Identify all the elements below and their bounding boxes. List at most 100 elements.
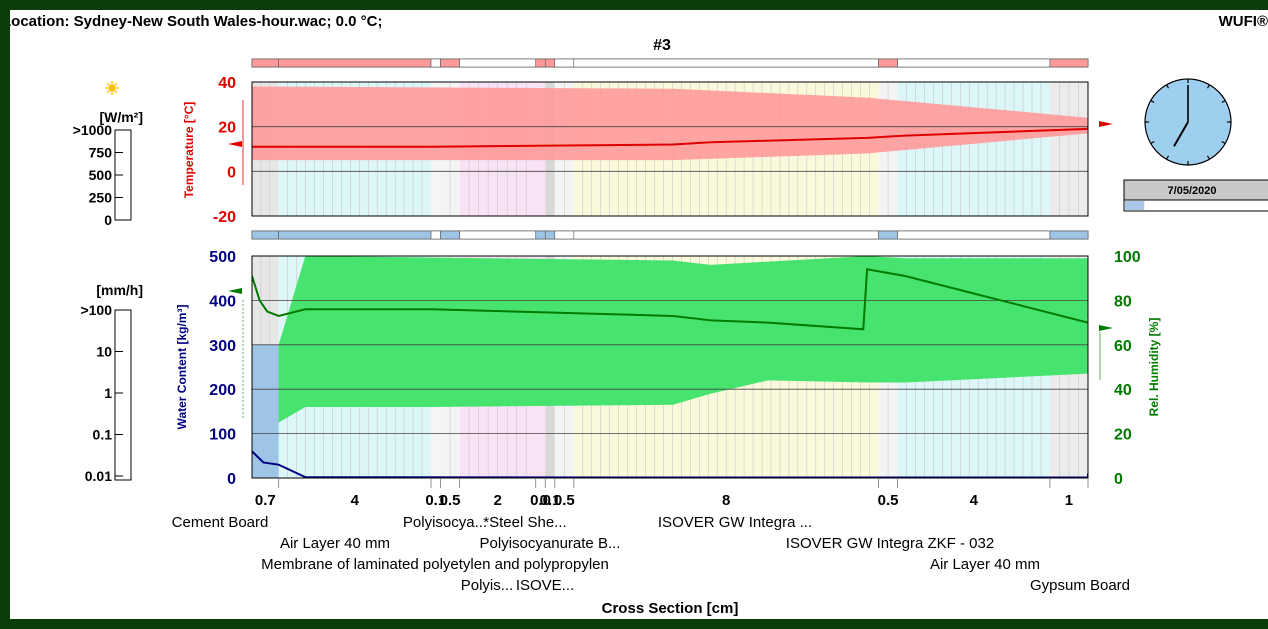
layer-thickness-label: 0.1: [425, 492, 446, 509]
strip-segment: [573, 58, 879, 68]
temperature-tick-label: -20: [213, 209, 236, 226]
clock-tick: [1165, 155, 1170, 160]
rain-unit: [mm/h]: [96, 282, 143, 298]
layer-labels: Cement Board Polyisocya...*Steel She... IS…: [172, 514, 1130, 594]
water-content-range-fill: [252, 344, 279, 478]
temperature-range-band: [252, 86, 1088, 161]
layer-thickness-label: 0.7: [255, 492, 276, 509]
strip-segment: [535, 230, 546, 240]
rel-humidity-current-line: [252, 268, 1088, 331]
sun-icon: [105, 81, 119, 95]
clock-tick: [1150, 99, 1155, 104]
layer-name-label: Polyisocyanurate B...: [480, 535, 621, 552]
rel-humidity-tick-label: 100: [1114, 249, 1141, 266]
layer-strip-moisture: [251, 230, 1089, 240]
radiation-tick-label: >1000: [73, 122, 113, 138]
clock-tick: [1206, 155, 1211, 160]
strip-segment: [251, 230, 279, 240]
water-content-tick-label: 300: [209, 338, 236, 355]
strip-segment: [878, 58, 898, 68]
cross-section-axis-label: Cross Section [cm]: [602, 600, 739, 617]
rel-humidity-tick-label: 60: [1114, 338, 1132, 355]
layer-thickness-label: 0.0: [530, 492, 551, 509]
layer-thickness-label: 0.5: [440, 492, 461, 509]
temperature-tick-label: 0: [227, 164, 236, 181]
rel-humidity-boundary-arrow-right: [1099, 325, 1113, 331]
radiation-tick-label: 500: [89, 167, 113, 183]
location-title: Location: Sydney-New South Wales-hour.wa…: [10, 13, 383, 30]
rain-bar: [114, 309, 132, 481]
temperature-tick-label: 40: [218, 75, 236, 92]
strip-segment: [430, 58, 441, 68]
radiation-tick-label: 0: [104, 212, 112, 228]
wufi-film-canvas: Location: Sydney-New South Wales-hour.wa…: [10, 10, 1268, 619]
moisture-frame: [251, 255, 1089, 479]
layer-name-label: Air Layer 40 mm: [930, 556, 1040, 573]
radiation-unit: [W/m²]: [99, 109, 143, 125]
strip-segment: [440, 230, 460, 240]
layer-name-label: ISOVER GW Integra ...: [658, 514, 812, 531]
temperature-axis: 40 20 0 -20: [213, 75, 1113, 226]
water-content-axis: 500 400 300 200 100 0: [209, 249, 244, 488]
rain-tick-label: 0.1: [93, 427, 113, 443]
strip-segment: [878, 230, 898, 240]
layer-thickness-label: 0.5: [554, 492, 575, 509]
layer-name-label: Polyisocya...: [403, 514, 487, 531]
water-content-tick-label: 200: [209, 382, 236, 399]
strip-segment: [554, 58, 575, 68]
layer-name-label: Polyis...: [461, 577, 514, 594]
strip-segment: [897, 230, 1051, 240]
strip-segment: [459, 58, 537, 68]
rain-tick-label: >100: [80, 302, 112, 318]
strip-segment: [535, 58, 546, 68]
layer-thickness-label: 1: [1065, 492, 1073, 509]
rel-humidity-axis: 100 80 60 40 20 0: [1099, 249, 1141, 488]
layer-thickness-label: 8: [722, 492, 730, 509]
strip-segment: [573, 230, 879, 240]
rain-ticks: >100 10 1 0.1 0.01: [80, 302, 123, 484]
layer-name-label: ISOVER GW Integra ZKF - 032: [786, 535, 994, 552]
rain-tick-label: 1: [104, 385, 112, 401]
temperature-frame: [251, 81, 1089, 217]
temperature-plot: [252, 82, 1088, 216]
water-content-tick-label: 0: [227, 471, 236, 488]
moisture-plot: [252, 256, 1088, 478]
strip-segment: [278, 58, 432, 68]
strip-segment: [1049, 58, 1089, 68]
clock-tick: [1150, 140, 1155, 145]
water-content-tick-label: 400: [209, 293, 236, 310]
temperature-tick-label: 20: [218, 120, 236, 137]
strip-segment: [554, 230, 575, 240]
rel-humidity-tick-label: 80: [1114, 293, 1132, 310]
temperature-boundary-arrow-left: [228, 141, 242, 147]
water-content-tick-label: 100: [209, 427, 236, 444]
strip-segment: [1049, 230, 1089, 240]
strip-segment: [430, 230, 441, 240]
strip-segment: [897, 58, 1051, 68]
wufi-film-plot: Location: Sydney-New South Wales-hour.wa…: [10, 13, 1268, 617]
cross-section-ticks: 0.7 4 0.10.5 2 0.00.10.5 8 0.5 4 1: [255, 478, 1089, 509]
water-content-line: [252, 450, 1088, 478]
layer-name-label: Membrane of laminated polyetylen and pol…: [261, 556, 609, 573]
layer-thickness-label: 0.1: [540, 492, 561, 509]
strip-segment: [544, 58, 556, 68]
radiation-tick-label: 250: [89, 190, 113, 206]
layer-strip-temperature: [251, 58, 1089, 68]
layer-name-label: ISOVE...: [516, 577, 574, 594]
clock-tick: [1206, 84, 1211, 89]
date-label: 7/05/2020: [1168, 185, 1217, 197]
rel-humidity-axis-label: Rel. Humidity [%]: [1147, 318, 1161, 417]
rel-humidity-tick-label: 40: [1114, 382, 1132, 399]
layer-name-label: *Steel She...: [483, 514, 566, 531]
layer-thickness-label: 2: [493, 492, 501, 509]
water-content-tick-label: 500: [209, 249, 236, 266]
rain-tick-label: 0.01: [85, 468, 112, 484]
layer-name-label: Cement Board: [172, 514, 269, 531]
radiation-tick-label: 750: [89, 145, 113, 161]
temperature-axis-label: Temperature [°C]: [182, 102, 196, 199]
strip-segment: [278, 230, 432, 240]
strip-segment: [440, 58, 460, 68]
strip-segment: [459, 230, 537, 240]
layer-thickness-label: 4: [351, 492, 360, 509]
